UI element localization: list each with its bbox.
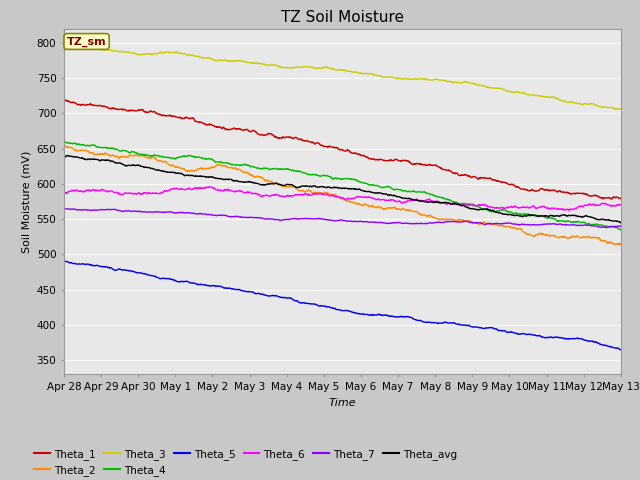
- Theta_2: [184, 169, 191, 175]
- Theta_5: [60, 259, 68, 264]
- Theta_5: [184, 279, 192, 285]
- Theta_2: [611, 242, 618, 248]
- X-axis label: Time: Time: [328, 397, 356, 408]
- Theta_6: [502, 205, 509, 211]
- Theta_3: [171, 49, 179, 55]
- Theta_7: [170, 210, 178, 216]
- Theta_6: [551, 205, 559, 211]
- Line: Theta_7: Theta_7: [64, 209, 621, 228]
- Theta_7: [429, 220, 436, 226]
- Y-axis label: Soil Moisture (mV): Soil Moisture (mV): [21, 150, 31, 253]
- Theta_2: [551, 233, 559, 239]
- Theta_3: [612, 107, 620, 112]
- Theta_3: [61, 40, 68, 46]
- Title: TZ Soil Moisture: TZ Soil Moisture: [281, 10, 404, 25]
- Text: TZ_sm: TZ_sm: [67, 36, 106, 47]
- Theta_3: [246, 60, 254, 66]
- Theta_1: [617, 195, 625, 201]
- Theta_avg: [60, 153, 68, 158]
- Theta_7: [502, 220, 509, 226]
- Theta_avg: [617, 220, 625, 226]
- Theta_3: [551, 95, 559, 101]
- Theta_7: [603, 225, 611, 230]
- Theta_7: [60, 206, 68, 212]
- Theta_7: [617, 223, 625, 229]
- Theta_avg: [65, 153, 72, 158]
- Theta_7: [551, 221, 559, 227]
- Theta_avg: [246, 179, 254, 185]
- Theta_2: [170, 163, 178, 169]
- Theta_4: [502, 208, 509, 214]
- Theta_1: [607, 196, 615, 202]
- Theta_4: [61, 139, 68, 144]
- Line: Theta_1: Theta_1: [64, 99, 621, 199]
- Theta_3: [502, 88, 509, 94]
- Theta_4: [551, 216, 559, 222]
- Theta_7: [184, 210, 191, 216]
- Theta_3: [184, 52, 192, 58]
- Theta_6: [170, 186, 178, 192]
- Theta_5: [502, 329, 509, 335]
- Theta_2: [246, 172, 254, 178]
- Theta_5: [171, 277, 179, 283]
- Theta_6: [617, 202, 625, 208]
- Theta_3: [60, 40, 68, 46]
- Theta_7: [246, 215, 254, 220]
- Line: Theta_4: Theta_4: [64, 142, 621, 230]
- Theta_1: [184, 115, 191, 121]
- Theta_1: [60, 96, 68, 102]
- Theta_2: [502, 224, 509, 229]
- Line: Theta_avg: Theta_avg: [64, 156, 621, 223]
- Theta_1: [502, 180, 509, 186]
- Theta_avg: [184, 172, 192, 178]
- Theta_avg: [171, 169, 179, 175]
- Theta_4: [60, 139, 68, 144]
- Theta_5: [429, 320, 437, 325]
- Theta_4: [171, 156, 179, 161]
- Line: Theta_6: Theta_6: [64, 187, 621, 210]
- Theta_1: [429, 162, 436, 168]
- Theta_6: [184, 186, 191, 192]
- Theta_3: [429, 77, 437, 83]
- Theta_5: [62, 258, 70, 264]
- Theta_6: [246, 190, 254, 195]
- Theta_1: [170, 113, 178, 119]
- Line: Theta_3: Theta_3: [64, 43, 621, 109]
- Theta_3: [617, 106, 625, 111]
- Theta_4: [184, 153, 192, 158]
- Theta_6: [60, 190, 68, 195]
- Theta_2: [617, 241, 625, 247]
- Theta_2: [429, 215, 436, 220]
- Theta_6: [206, 184, 214, 190]
- Theta_5: [617, 347, 625, 353]
- Theta_4: [429, 192, 437, 198]
- Theta_avg: [551, 213, 559, 219]
- Theta_5: [551, 335, 559, 340]
- Line: Theta_2: Theta_2: [64, 145, 621, 245]
- Theta_5: [246, 289, 254, 295]
- Theta_1: [246, 129, 254, 134]
- Legend: Theta_1, Theta_2, Theta_3, Theta_4, Theta_5, Theta_6, Theta_7, Theta_avg: Theta_1, Theta_2, Theta_3, Theta_4, Thet…: [30, 444, 461, 480]
- Theta_2: [60, 142, 68, 148]
- Theta_6: [560, 207, 568, 213]
- Theta_avg: [502, 212, 509, 217]
- Theta_4: [246, 163, 254, 169]
- Line: Theta_5: Theta_5: [64, 261, 621, 350]
- Theta_avg: [429, 200, 437, 205]
- Theta_1: [551, 188, 559, 193]
- Theta_4: [617, 227, 625, 233]
- Theta_6: [429, 198, 437, 204]
